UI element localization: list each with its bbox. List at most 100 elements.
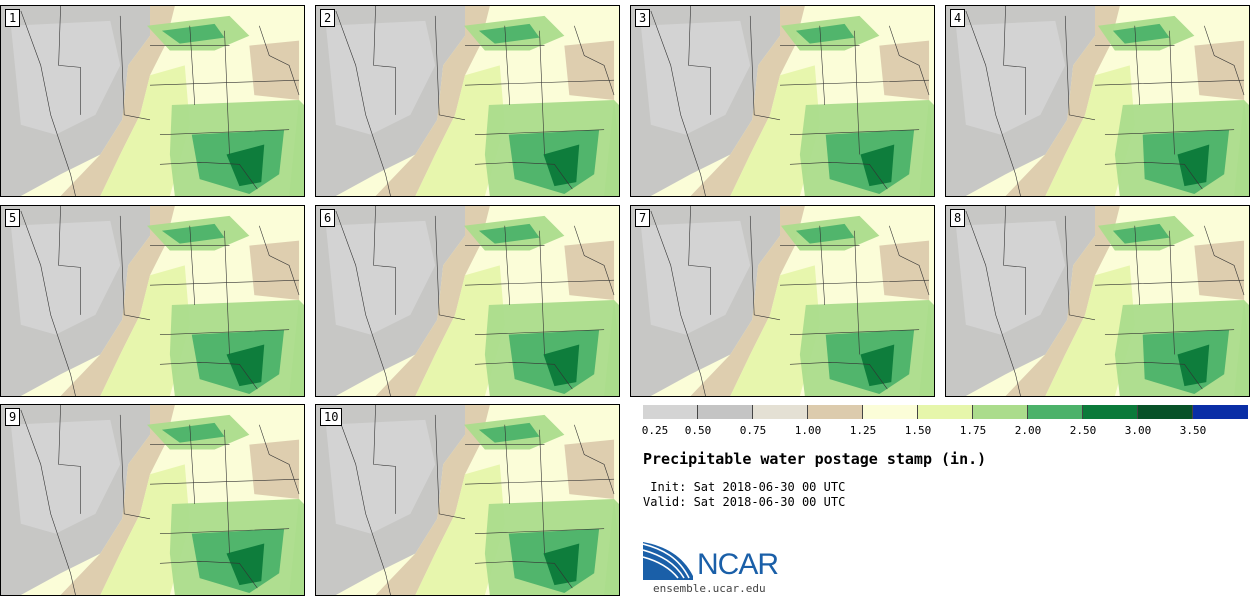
precip-shading bbox=[730, 65, 820, 196]
boundary-line bbox=[574, 25, 615, 96]
boundary-line bbox=[335, 409, 391, 595]
boundary-line bbox=[259, 25, 300, 96]
precip-shading bbox=[375, 405, 490, 595]
boundary-line bbox=[474, 561, 573, 589]
precip-shading bbox=[604, 100, 619, 196]
boundary-line bbox=[58, 405, 81, 514]
precip-shading bbox=[415, 65, 505, 196]
map-panel: 1 bbox=[0, 5, 305, 197]
boundary-line bbox=[259, 225, 300, 296]
precip-shading bbox=[1112, 223, 1170, 244]
boundary-line bbox=[1003, 206, 1026, 315]
precip-shading bbox=[478, 223, 540, 244]
precip-shading bbox=[640, 220, 751, 335]
legend-swatch bbox=[1138, 405, 1193, 419]
boundary-line bbox=[504, 424, 545, 554]
precip-shading bbox=[226, 144, 265, 187]
boundary-line bbox=[150, 245, 300, 335]
precip-shading bbox=[1194, 240, 1245, 301]
legend-tick-label: 2.00 bbox=[1014, 424, 1042, 437]
legend-tick-label: 1.00 bbox=[794, 424, 822, 437]
ncar-logo-text: NCAR bbox=[697, 548, 779, 581]
legend-tick-label: 0.25 bbox=[641, 424, 669, 437]
legend-tick-label: 2.50 bbox=[1069, 424, 1097, 437]
precip-shading bbox=[161, 422, 225, 443]
precip-shading bbox=[730, 265, 820, 396]
precip-shading bbox=[879, 240, 930, 301]
boundary-line bbox=[965, 210, 1021, 396]
member-label: 10 bbox=[320, 408, 343, 426]
legend-swatch bbox=[698, 405, 753, 419]
precip-water-map bbox=[946, 6, 1249, 196]
color-legend: 0.25 0.50 0.75 1.00 1.25 1.50 1.75 2.00 2.50 3.00… bbox=[641, 405, 1248, 437]
boundary-line bbox=[119, 414, 151, 520]
precip-shading bbox=[860, 344, 895, 387]
boundary-line bbox=[20, 409, 76, 595]
precip-shading bbox=[919, 300, 934, 396]
precip-shading bbox=[564, 439, 615, 500]
boundary-line bbox=[1104, 162, 1203, 190]
boundary-line bbox=[474, 362, 573, 390]
precip-shading bbox=[10, 220, 121, 335]
legend-swatch bbox=[863, 405, 918, 419]
boundary-line bbox=[1064, 215, 1096, 321]
legend-tick-label: 0.75 bbox=[739, 424, 767, 437]
precip-shading bbox=[879, 40, 930, 101]
legend-swatch bbox=[808, 405, 863, 419]
legend-tick-label: 1.75 bbox=[959, 424, 987, 437]
map-panel: 5 bbox=[0, 205, 305, 397]
boundary-line bbox=[1134, 225, 1175, 355]
member-label: 7 bbox=[635, 209, 651, 227]
precip-water-map bbox=[1, 405, 304, 595]
member-label: 5 bbox=[5, 209, 21, 227]
precip-shading bbox=[161, 223, 225, 244]
boundary-line bbox=[1003, 6, 1026, 115]
precip-shading bbox=[100, 265, 190, 396]
boundary-line bbox=[189, 25, 230, 155]
precip-shading bbox=[60, 6, 175, 196]
precip-shading bbox=[375, 206, 490, 396]
boundary-line bbox=[889, 25, 930, 96]
boundary-line bbox=[335, 210, 391, 396]
boundary-line bbox=[1064, 15, 1096, 121]
boundary-line bbox=[20, 210, 76, 396]
precip-shading bbox=[1177, 344, 1210, 387]
precip-shading bbox=[100, 65, 190, 196]
boundary-line bbox=[335, 10, 391, 196]
boundary-line bbox=[119, 15, 151, 121]
map-panel: 2 bbox=[315, 5, 620, 197]
boundary-line bbox=[150, 45, 300, 135]
boundary-line bbox=[1204, 25, 1245, 96]
precip-shading bbox=[604, 300, 619, 396]
precip-water-map bbox=[316, 405, 619, 595]
boundary-line bbox=[889, 225, 930, 296]
precip-shading bbox=[325, 20, 436, 135]
boundary-line bbox=[20, 10, 76, 196]
valid-time: Valid: Sat 2018-06-30 00 UTC bbox=[643, 495, 846, 509]
legend-tick-label: 3.00 bbox=[1124, 424, 1152, 437]
member-label: 1 bbox=[5, 9, 21, 27]
boundary-line bbox=[1134, 25, 1175, 155]
map-panel: 8 bbox=[945, 205, 1250, 397]
map-panel: 3 bbox=[630, 5, 935, 197]
site-url: ensemble.ucar.edu bbox=[653, 582, 766, 595]
boundary-line bbox=[465, 444, 615, 534]
precip-shading bbox=[795, 223, 855, 244]
boundary-line bbox=[259, 424, 300, 495]
boundary-line bbox=[434, 15, 466, 121]
precip-shading bbox=[289, 100, 304, 196]
boundary-line bbox=[965, 10, 1021, 196]
precip-shading bbox=[60, 206, 175, 396]
member-label: 4 bbox=[950, 9, 966, 27]
precip-shading bbox=[289, 300, 304, 396]
precip-shading bbox=[1005, 206, 1120, 396]
precip-shading bbox=[478, 422, 540, 443]
boundary-line bbox=[688, 206, 711, 315]
boundary-line bbox=[574, 225, 615, 296]
boundary-line bbox=[159, 362, 258, 390]
precip-shading bbox=[955, 20, 1066, 135]
boundary-line bbox=[504, 225, 545, 355]
precip-shading bbox=[1045, 265, 1135, 396]
map-panel: 9 bbox=[0, 404, 305, 596]
boundary-line bbox=[650, 210, 706, 396]
